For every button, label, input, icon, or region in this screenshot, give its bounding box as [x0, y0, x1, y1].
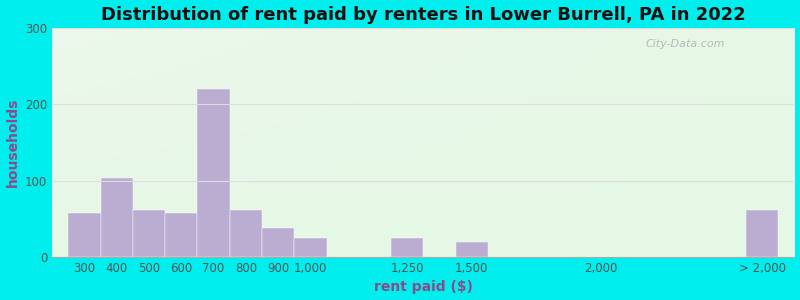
- X-axis label: rent paid ($): rent paid ($): [374, 280, 473, 294]
- Bar: [746, 210, 778, 257]
- Bar: [456, 242, 488, 257]
- Bar: [198, 89, 230, 257]
- Bar: [294, 238, 326, 257]
- Bar: [230, 210, 262, 257]
- Title: Distribution of rent paid by renters in Lower Burrell, PA in 2022: Distribution of rent paid by renters in …: [101, 6, 746, 24]
- Bar: [101, 178, 133, 257]
- Bar: [68, 213, 101, 257]
- Bar: [391, 238, 423, 257]
- Bar: [165, 214, 198, 257]
- Bar: [133, 210, 165, 257]
- Text: City-Data.com: City-Data.com: [646, 39, 726, 49]
- Y-axis label: households: households: [6, 98, 19, 187]
- Bar: [262, 228, 294, 257]
